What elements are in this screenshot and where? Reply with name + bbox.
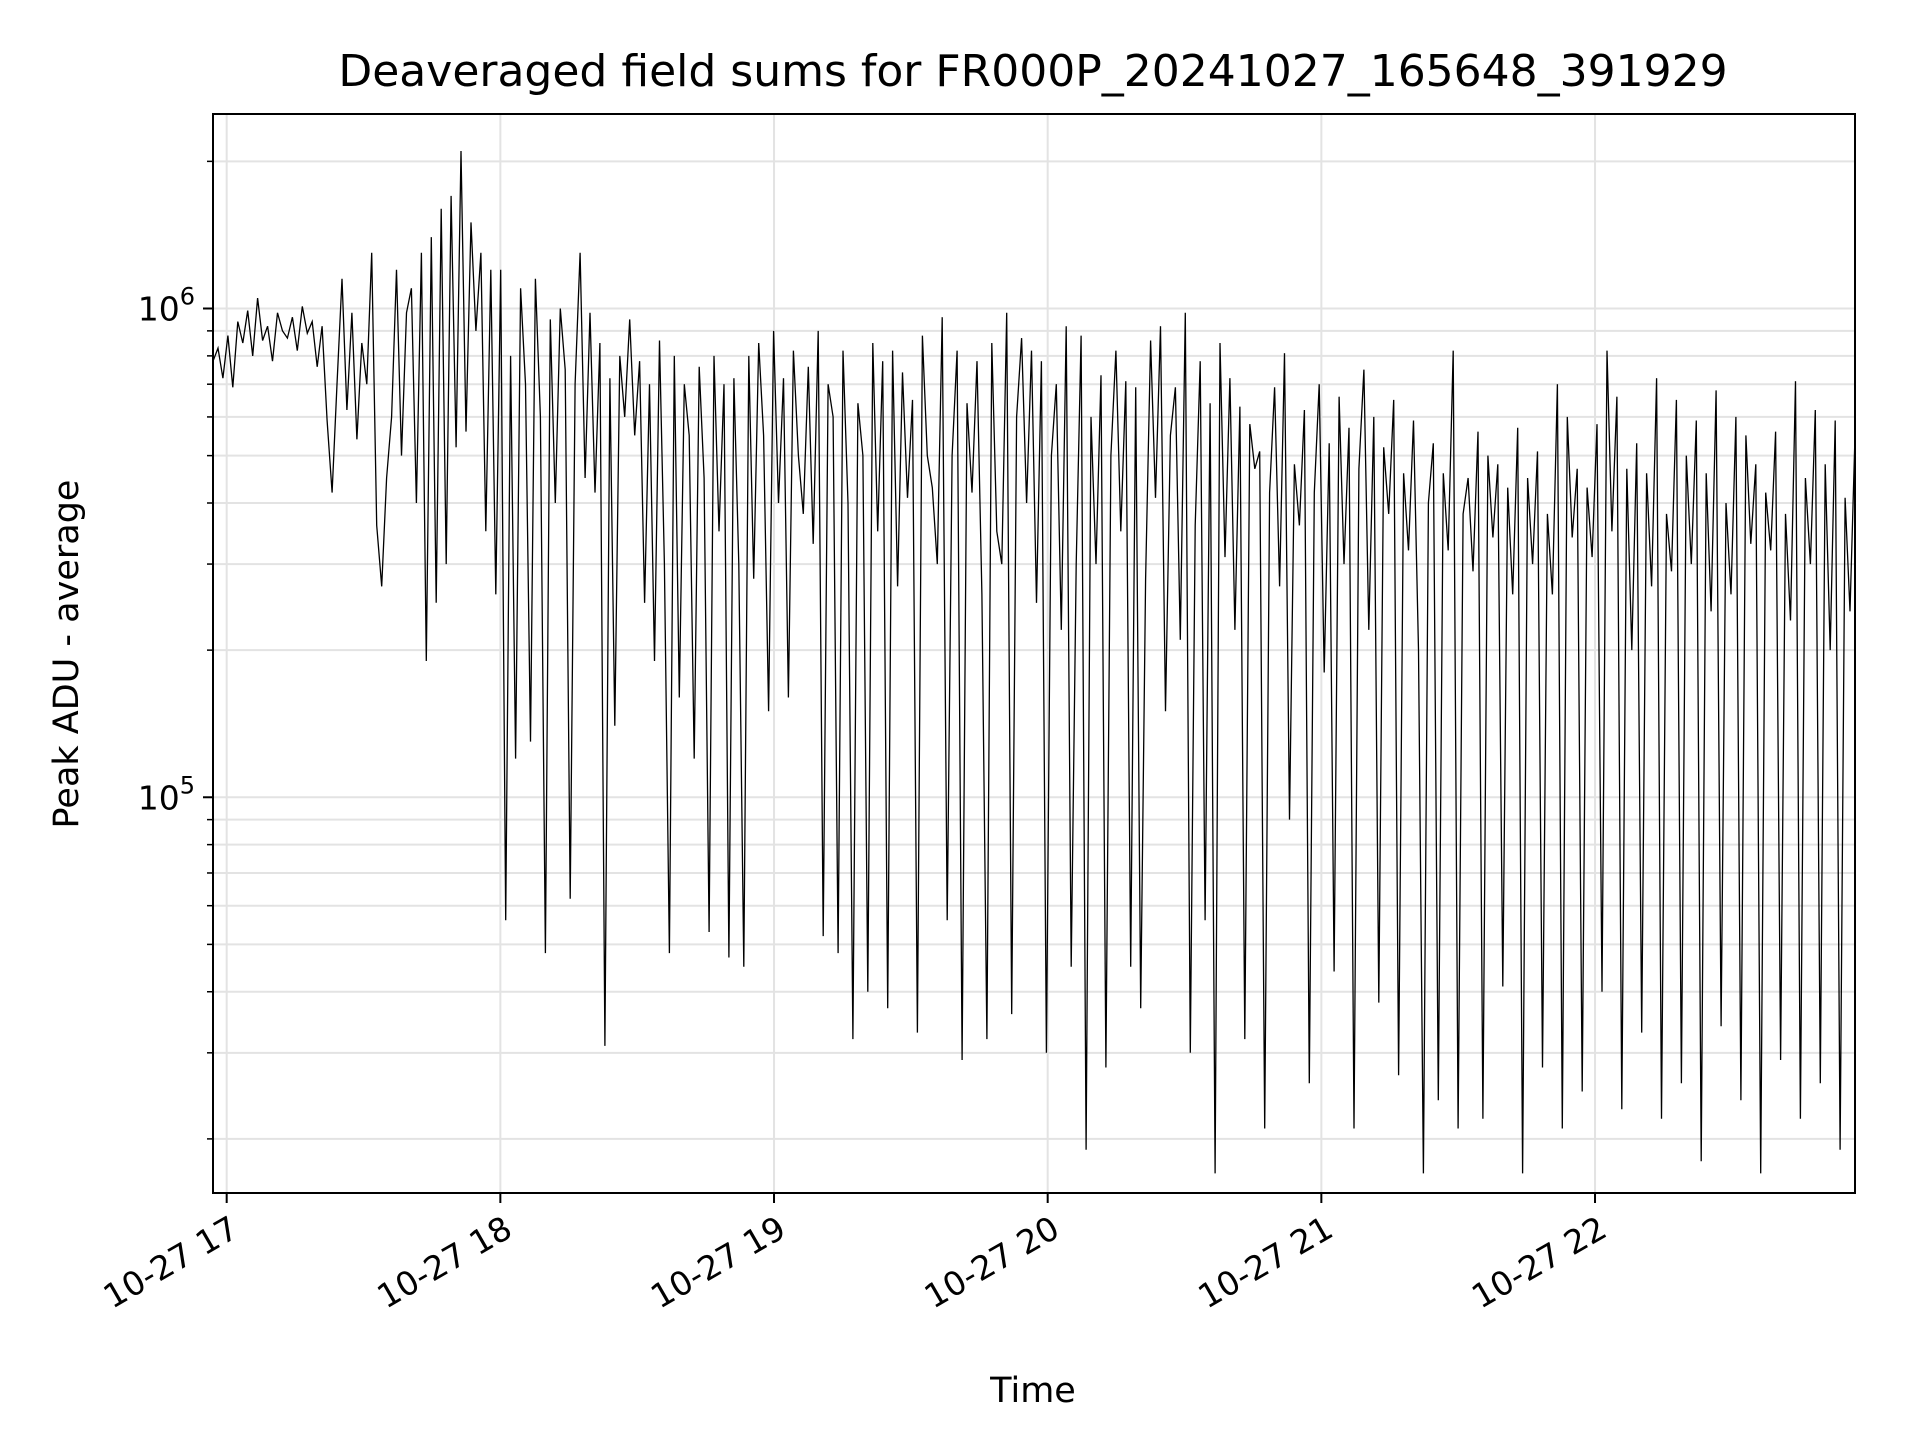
x-axis-label: Time bbox=[989, 1371, 1076, 1411]
plot-area-frame bbox=[212, 113, 1856, 1194]
y-tick-label: 105 bbox=[138, 771, 195, 817]
gridlines bbox=[213, 114, 1855, 1193]
y-axis: 105 106 bbox=[138, 160, 213, 1140]
y-axis-label: Peak ADU - average bbox=[47, 480, 87, 829]
series-line bbox=[212, 150, 1856, 1174]
chart-title: Deaveraged field sums for FR000P_2024102… bbox=[338, 46, 1727, 97]
series-layer bbox=[212, 150, 1856, 1174]
y-tick-label: 106 bbox=[138, 282, 195, 328]
